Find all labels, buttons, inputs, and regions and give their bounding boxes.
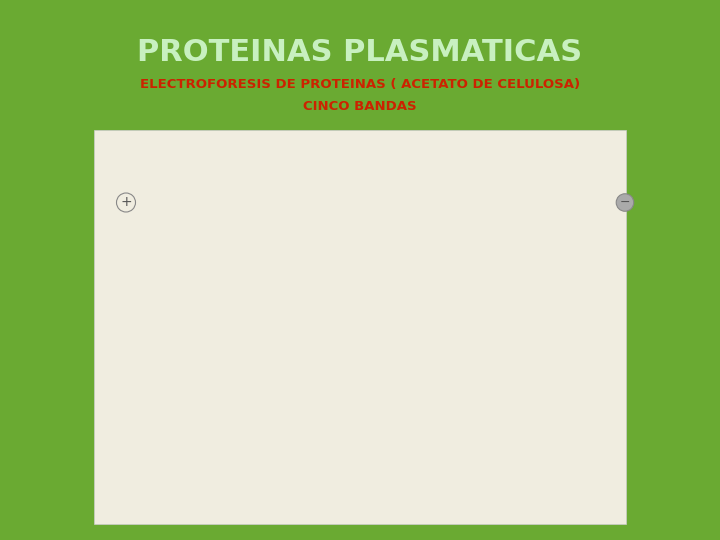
Text: CINCO BANDAS: CINCO BANDAS: [303, 100, 417, 113]
Text: α₁: α₁: [291, 235, 301, 245]
Text: α₂: α₂: [351, 235, 361, 245]
FancyBboxPatch shape: [498, 172, 542, 226]
Text: Albúmina: Albúmina: [204, 235, 251, 245]
Text: β: β: [402, 507, 409, 517]
Text: PROTEINAS PLASMATICAS: PROTEINAS PLASMATICAS: [138, 38, 582, 67]
Text: γ: γ: [515, 507, 521, 517]
FancyBboxPatch shape: [192, 163, 263, 235]
FancyBboxPatch shape: [389, 172, 433, 226]
Text: ELECTROFORESIS DE PROTEINAS ( ACETATO DE CELULOSA): ELECTROFORESIS DE PROTEINAS ( ACETATO DE…: [140, 78, 580, 91]
Text: α₂: α₂: [339, 507, 349, 517]
FancyBboxPatch shape: [270, 172, 314, 226]
Text: +: +: [120, 195, 132, 210]
Text: α: α: [268, 507, 274, 517]
Text: β: β: [408, 235, 413, 245]
Text: Albúmina: Albúmina: [195, 507, 242, 517]
Text: γ: γ: [517, 235, 523, 245]
FancyBboxPatch shape: [333, 172, 377, 226]
Text: −: −: [620, 196, 630, 209]
